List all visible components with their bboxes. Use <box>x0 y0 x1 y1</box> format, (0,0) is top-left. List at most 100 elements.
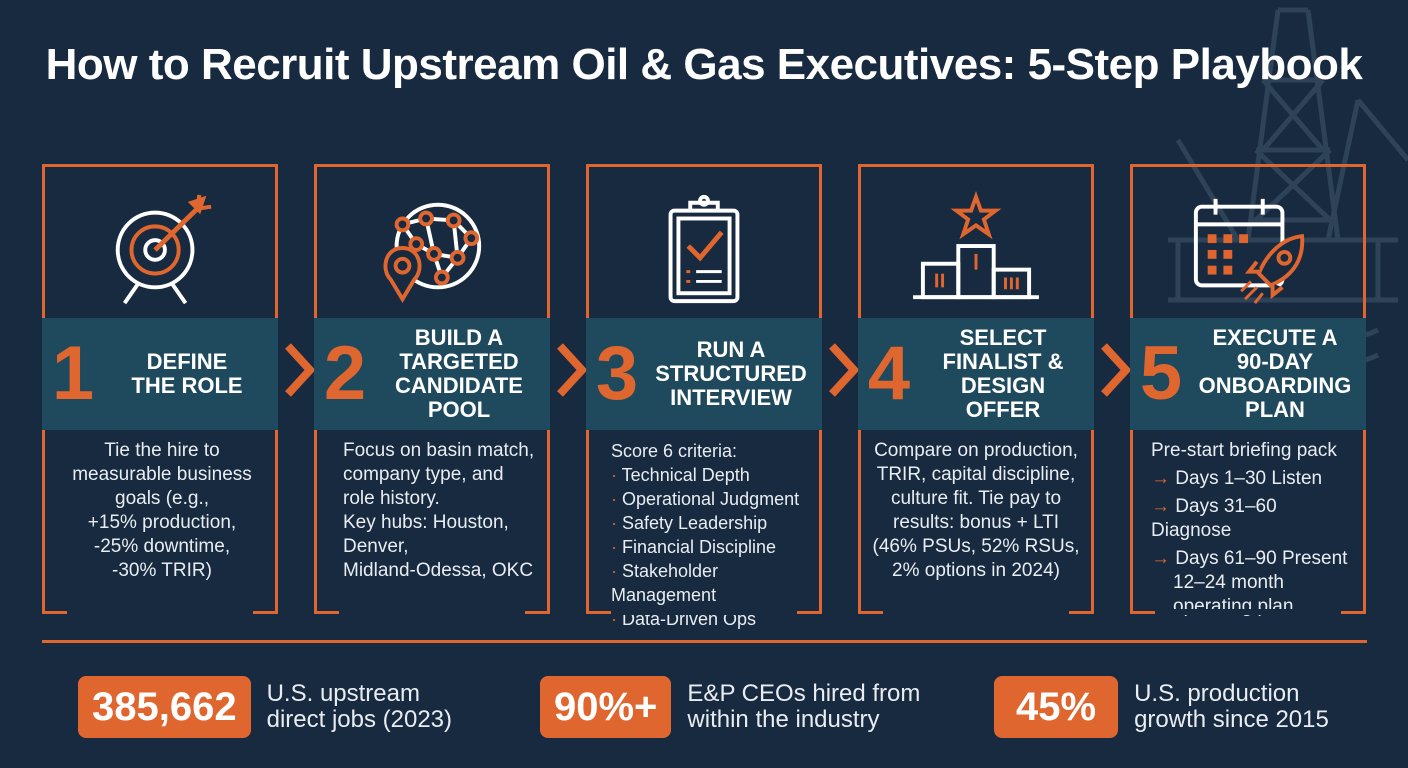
step-title-line: INTERVIEW <box>670 385 792 410</box>
timeline-item: → Days 31–60 Diagnose <box>1151 495 1361 543</box>
step-title: DEFINE THE ROLE <box>104 350 278 398</box>
step-title: EXECUTE A 90-DAY ONBOARDING PLAN <box>1192 326 1366 422</box>
stat-label-line: U.S. upstream <box>266 680 420 707</box>
desc-line: Focus on basin match, <box>343 440 535 461</box>
stat-value: 385,662 <box>78 676 251 738</box>
stat-label-line: within the industry <box>687 706 880 733</box>
chevron-right-icon <box>1101 343 1132 397</box>
step-card-2: 2 BUILD A TARGETED CANDIDATE POOL Focus … <box>314 164 550 615</box>
arrow-right-icon: → <box>1151 548 1176 569</box>
timeline-text: Days 31–60 Diagnose <box>1151 496 1277 541</box>
step-card-3: 3 RUN A STRUCTURED INTERVIEW Score 6 cri… <box>586 164 822 629</box>
timeline-text: operating plan <box>1173 596 1294 617</box>
criteria-item: Safety Leadership <box>611 511 813 535</box>
desc-line: -25% downtime, <box>93 536 231 557</box>
step-band-5: 5 EXECUTE A 90-DAY ONBOARDING PLAN <box>1130 318 1366 430</box>
step-number: 2 <box>323 331 367 416</box>
step-title: BUILD A TARGETED CANDIDATE POOL <box>376 326 550 422</box>
stat-label-line: U.S. production <box>1134 680 1300 707</box>
arrow-right-icon: → <box>1151 468 1176 489</box>
step-description: Compare on production, TRIR, capital dis… <box>865 439 1087 583</box>
desc-line: Denver, <box>343 536 409 557</box>
timeline-text: Days 61–90 Present <box>1175 548 1348 569</box>
step-number: 1 <box>51 331 95 416</box>
stat-label-line: direct jobs (2023) <box>266 706 453 733</box>
timeline-item: → Days 61–90 Present <box>1151 547 1361 571</box>
desc-line: results: bonus + LTI <box>893 512 1059 533</box>
chevron-right-icon <box>829 343 860 397</box>
chevron-right-icon <box>285 343 316 397</box>
step-band-1: 1 DEFINE THE ROLE <box>42 318 278 430</box>
podium-star-icon <box>861 189 1091 307</box>
stat-value: 45% <box>994 676 1119 738</box>
step-title-line: POOL <box>427 397 491 422</box>
stat-value: 90%+ <box>540 676 672 738</box>
step-title-line: BUILD A <box>414 325 504 350</box>
calendar-rocket-icon <box>1133 189 1363 307</box>
stat-label-line: growth since 2015 <box>1134 706 1329 733</box>
step-card-4: 4 SELECT FINALIST & DESIGN OFFER Compare… <box>858 164 1094 615</box>
step-title-line: FINALIST & <box>942 349 1064 374</box>
stat-ceos: 90%+ E&P CEOs hired from within the indu… <box>540 676 920 738</box>
criteria-item: Technical Depth <box>611 463 813 487</box>
step-title-line: 90-DAY <box>1236 349 1314 374</box>
stat-label: U.S. production growth since 2015 <box>1134 681 1329 733</box>
step-title-line: PLAN <box>1245 397 1305 422</box>
timeline-text: 12–24 month <box>1173 572 1284 593</box>
step-description: Score 6 criteria: Technical Depth Operat… <box>611 439 813 631</box>
desc-line: measurable business <box>72 464 252 485</box>
desc-line: role history. <box>343 488 440 509</box>
step-title-line: THE ROLE <box>131 373 243 398</box>
criteria-item: Stakeholder Management <box>611 559 813 607</box>
clipboard-check-icon <box>589 189 819 307</box>
divider <box>42 640 1367 643</box>
step-title-line: DESIGN <box>960 373 1046 398</box>
timeline-item: → Days 1–30 Listen <box>1151 467 1361 491</box>
desc-intro: Score 6 criteria: <box>611 441 738 461</box>
desc-intro: Pre-start briefing pack <box>1151 440 1337 461</box>
step-title-line: OFFER <box>965 397 1041 422</box>
stat-production: 45% U.S. production growth since 2015 <box>994 676 1329 738</box>
step-description: Tie the hire to measurable business goal… <box>55 439 269 583</box>
desc-line: -30% TRIR) <box>112 560 212 581</box>
desc-line: Key hubs: Houston, <box>343 512 509 533</box>
step-title-line: ONBOARDING <box>1198 373 1352 398</box>
step-title-line: CANDIDATE <box>395 373 523 398</box>
desc-line: Midland-Odessa, OKC <box>343 560 534 581</box>
desc-line: TRIR, capital discipline, <box>876 464 1076 485</box>
arrow-right-icon: → <box>1151 496 1176 517</box>
desc-line: culture fit. Tie pay to <box>890 488 1062 509</box>
network-globe-icon <box>317 189 547 307</box>
criteria-item: Data-Driven Ops <box>611 607 813 631</box>
step-description: Focus on basin match, company type, and … <box>343 439 541 583</box>
desc-line: company type, and <box>343 464 504 485</box>
step-band-4: 4 SELECT FINALIST & DESIGN OFFER <box>858 318 1094 430</box>
criteria-item: Operational Judgment <box>611 487 813 511</box>
step-band-3: 3 RUN A STRUCTURED INTERVIEW <box>586 318 822 430</box>
step-title-line: SELECT <box>959 325 1047 350</box>
chevron-right-icon <box>557 343 588 397</box>
step-title-line: TARGETED <box>399 349 519 374</box>
step-title-line: STRUCTURED <box>655 361 807 386</box>
step-title: RUN A STRUCTURED INTERVIEW <box>648 338 822 410</box>
step-number: 4 <box>867 331 911 416</box>
step-title: SELECT FINALIST & DESIGN OFFER <box>920 326 1094 422</box>
desc-line: 2% options in 2024) <box>892 560 1060 581</box>
step-title-line: RUN A <box>696 337 766 362</box>
desc-line: goals (e.g., <box>115 488 209 509</box>
criteria-item: Financial Discipline <box>611 535 813 559</box>
stat-label: U.S. upstream direct jobs (2023) <box>267 681 452 733</box>
step-number: 5 <box>1139 331 1183 416</box>
step-number: 3 <box>595 331 639 416</box>
desc-line: (46% PSUs, 52% RSUs, <box>872 536 1080 557</box>
step-card-5: 5 EXECUTE A 90-DAY ONBOARDING PLAN Pre-s… <box>1130 164 1366 617</box>
stat-jobs: 385,662 U.S. upstream direct jobs (2023) <box>78 676 452 738</box>
stat-label-line: E&P CEOs hired from <box>687 680 921 707</box>
step-title-line: EXECUTE A <box>1212 325 1338 350</box>
desc-line: +15% production, <box>87 512 237 533</box>
page-title: How to Recruit Upstream Oil & Gas Execut… <box>45 40 1363 89</box>
target-icon <box>45 189 275 307</box>
stat-label: E&P CEOs hired from within the industry <box>687 681 920 733</box>
desc-line: Tie the hire to <box>104 440 220 461</box>
step-band-2: 2 BUILD A TARGETED CANDIDATE POOL <box>314 318 550 430</box>
